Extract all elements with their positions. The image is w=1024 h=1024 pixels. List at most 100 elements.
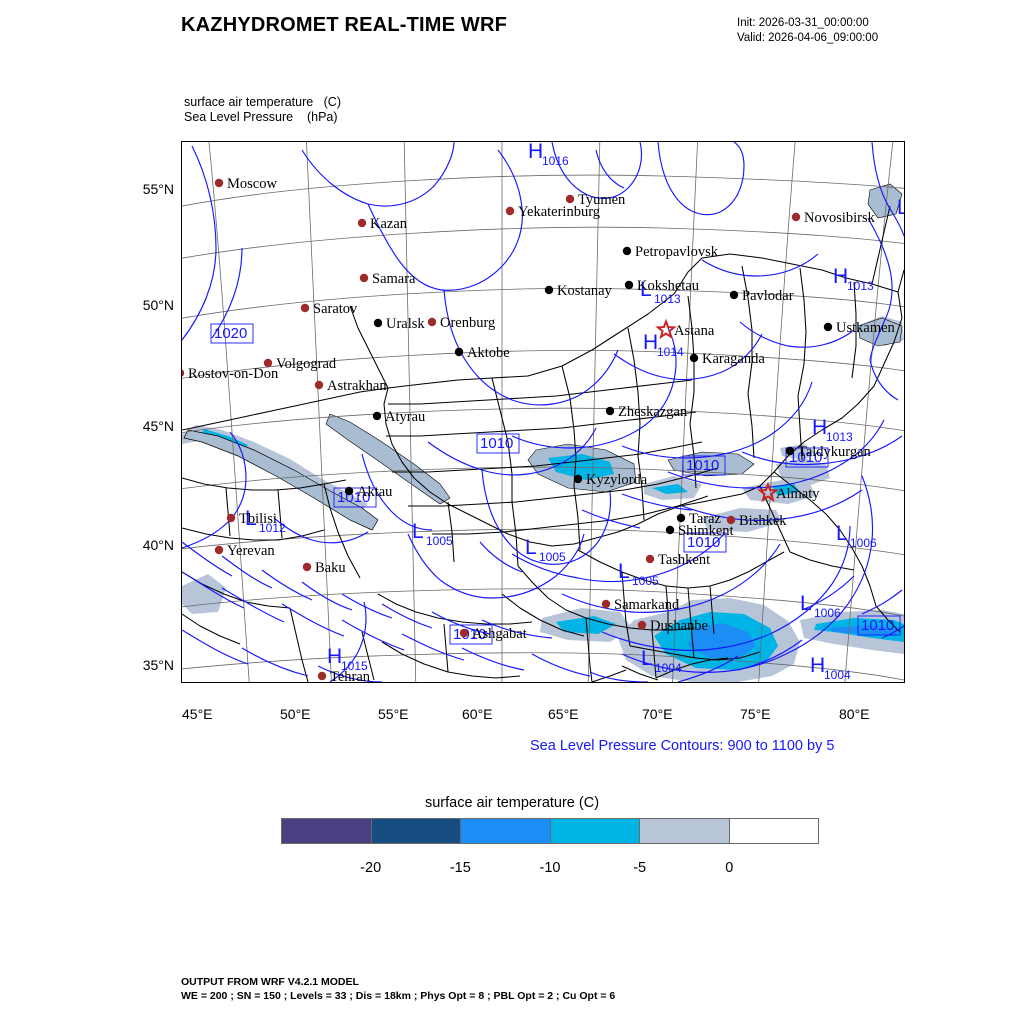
pressure-center-value: 1013 (847, 279, 874, 293)
variable-legend: surface air temperature (C) Sea Level Pr… (184, 95, 341, 125)
city-marker[interactable]: Baku (302, 560, 346, 576)
colorbar-tick-label: -10 (539, 860, 561, 876)
colorbar[interactable] (281, 818, 819, 844)
city-marker[interactable]: Yerevan (214, 543, 276, 559)
city-dot-icon (624, 280, 634, 290)
city-marker[interactable]: Tehran (317, 669, 371, 682)
temperature-shading (182, 186, 904, 682)
city-dot-icon (300, 303, 310, 313)
city-marker[interactable]: Aktobe (454, 345, 510, 361)
pressure-center-value: 1014 (657, 345, 684, 359)
city-label: Shimkent (678, 523, 734, 539)
map-panel[interactable]: H1016LH1013L1013H1014H1013L1005L1005L101… (181, 141, 905, 683)
city-dot-icon (601, 599, 611, 609)
colorbar-swatch-4 (639, 819, 729, 843)
pressure-center-value: 1004 (655, 661, 682, 675)
contour-label: 1010 (687, 534, 720, 551)
city-marker[interactable]: Kazan (357, 216, 408, 232)
city-marker[interactable]: Taraz (676, 511, 722, 527)
lon-tick-45e: 45°E (182, 706, 213, 722)
city-marker[interactable]: Ustkamen (823, 320, 896, 336)
city-label: Aktobe (467, 345, 510, 361)
pressure-center-l: L (897, 196, 904, 219)
lat-tick-40n: 40°N (142, 537, 174, 553)
city-dot-icon (785, 446, 795, 456)
city-dot-icon (544, 285, 554, 295)
city-marker[interactable]: Pavlodar (729, 288, 794, 304)
lat-tick-50n: 50°N (142, 297, 174, 313)
city-marker[interactable]: Kyzylorda (573, 472, 648, 488)
city-marker[interactable]: Saratov (300, 301, 358, 317)
contour-caption: Sea Level Pressure Contours: 900 to 1100… (530, 738, 835, 754)
city-label: Taraz (689, 511, 722, 527)
colorbar-tick-label: -20 (360, 860, 382, 876)
contour-label-box (682, 455, 726, 476)
city-label: Samarkand (614, 597, 680, 613)
city-marker[interactable]: Uralsk (373, 316, 426, 332)
city-marker[interactable]: Atyrau (372, 409, 425, 425)
city-dot-icon (573, 474, 583, 484)
lat-tick-45n: 45°N (142, 418, 174, 434)
init-time: Init: 2026-03-31_00:00:00 (737, 17, 869, 29)
city-marker[interactable]: Almaty (757, 481, 820, 503)
city-marker[interactable]: Taldykurgan (785, 444, 872, 460)
pressure-center-value: 1013 (654, 292, 681, 306)
pressure-center-l: L (800, 592, 812, 615)
contour-label: 1010 (861, 617, 894, 634)
pressure-center-value: 1005 (632, 574, 659, 588)
city-marker[interactable]: Astana (655, 318, 715, 340)
city-marker[interactable]: Shimkent (665, 523, 734, 539)
city-marker[interactable]: Tbilisi (226, 511, 277, 527)
contour-label: 1010 (337, 489, 370, 506)
city-marker[interactable]: Astrakhan (314, 378, 388, 394)
lat-tick-55n: 55°N (142, 181, 174, 197)
page-title: KAZHYDROMET REAL-TIME WRF (181, 14, 508, 36)
city-label: Saratov (313, 301, 358, 317)
city-marker[interactable]: Rostov-on-Don (182, 366, 279, 382)
city-marker[interactable]: Volgograd (263, 356, 337, 372)
city-marker[interactable]: Bishkek (726, 513, 787, 529)
pressure-center-labels: H1016LH1013L1013H1014H1013L1005L1005L101… (245, 142, 904, 682)
city-marker[interactable]: Moscow (214, 176, 278, 192)
city-dot-icon (791, 212, 801, 222)
contour-label: 1010 (789, 449, 822, 466)
city-marker[interactable]: Ashgabat (459, 626, 527, 642)
contour-label: 1020 (214, 325, 247, 342)
city-marker[interactable]: Kostanay (544, 283, 613, 299)
model-output-footer: OUTPUT FROM WRF V4.2.1 MODEL WE = 200 ; … (181, 976, 615, 1003)
lon-tick-75e: 75°E (740, 706, 771, 722)
city-marker[interactable]: Tyumen (565, 192, 626, 208)
city-marker[interactable]: Zheskazgan (605, 404, 688, 420)
city-label: Kokshetau (637, 278, 699, 294)
city-label: Bishkek (739, 513, 787, 529)
city-marker[interactable]: Novosibirsk (791, 210, 876, 226)
contour-label-box (333, 487, 377, 508)
city-marker[interactable]: Dushanbe (637, 618, 708, 634)
city-dot-icon (314, 380, 324, 390)
city-marker[interactable]: Karaganda (689, 351, 766, 367)
city-marker[interactable]: Samara (359, 271, 416, 287)
city-label: Novosibirsk (804, 210, 876, 226)
city-marker[interactable]: Aktau (344, 484, 393, 500)
pressure-contours (182, 142, 904, 682)
city-dot-icon (637, 620, 647, 630)
footer-line-1: OUTPUT FROM WRF V4.2.1 MODEL (181, 976, 359, 988)
contour-label-box (476, 433, 520, 454)
city-marker[interactable]: Orenburg (427, 315, 496, 331)
city-marker[interactable]: Kokshetau (624, 278, 699, 294)
city-marker[interactable]: Tashkent (645, 552, 710, 568)
city-dot-icon (689, 353, 699, 363)
city-marker[interactable]: Samarkand (601, 597, 680, 613)
city-label: Tyumen (578, 192, 626, 208)
city-marker[interactable]: Yekaterinburg (505, 204, 600, 220)
pressure-center-l: L (525, 536, 537, 559)
city-dot-icon (373, 318, 383, 328)
city-label: Zheskazgan (618, 404, 688, 420)
city-dot-icon (214, 178, 224, 188)
city-label: Kazan (370, 216, 408, 232)
city-dot-icon (454, 347, 464, 357)
valid-time: Valid: 2026-04-06_09:00:00 (737, 32, 879, 44)
city-marker[interactable]: Petropavlovsk (622, 244, 719, 260)
colorbar-swatch-3 (549, 819, 639, 843)
